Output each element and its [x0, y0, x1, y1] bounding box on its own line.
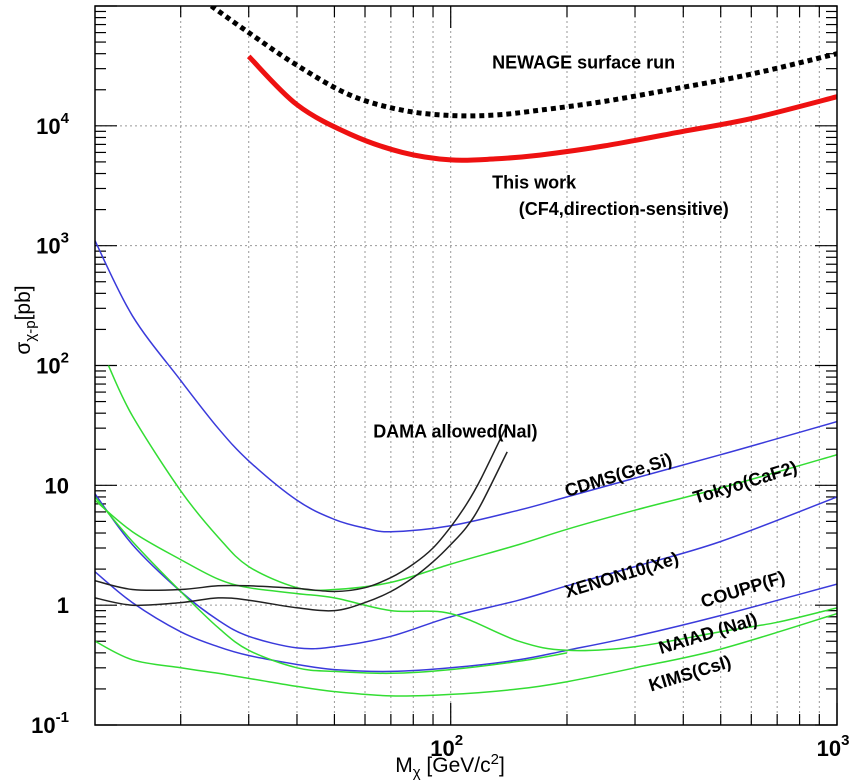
curve-label: (CF4,direction-sensitive) [519, 199, 729, 219]
series-naiad [95, 571, 837, 673]
y-tick-label: 10 [45, 473, 69, 498]
plot-frame [94, 5, 838, 726]
series-this-work [246, 54, 837, 163]
series-dama-upper [95, 424, 508, 593]
curve-label: DAMA allowed(NaI) [373, 422, 537, 442]
series-coupp [95, 499, 837, 652]
x-tick-label: 103 [817, 732, 850, 761]
series-tokyo [107, 365, 837, 592]
y-axis-title: σχ-p[pb] [12, 285, 39, 354]
y-tick-label: 103 [36, 230, 69, 259]
y-tick-label: 10-1 [31, 709, 69, 738]
tick-labels: 10-1 1 10 102 103 104 102 103 [31, 110, 849, 761]
curve-label: This work [492, 172, 577, 192]
series-dama-lower [95, 451, 508, 612]
series-curves [95, 6, 837, 697]
curve-label: NEWAGE surface run [492, 53, 675, 73]
x-tick-label: 102 [430, 732, 463, 761]
series-newage [209, 6, 837, 119]
series-cdms [95, 240, 837, 533]
x-axis-title: Mχ [GeV/c2] [395, 751, 505, 781]
y-tick-label: 102 [36, 350, 69, 379]
series-green-steep [95, 496, 568, 675]
y-tick-label: 1 [57, 593, 69, 618]
y-tick-label: 104 [36, 110, 69, 139]
series-kims [95, 612, 837, 697]
